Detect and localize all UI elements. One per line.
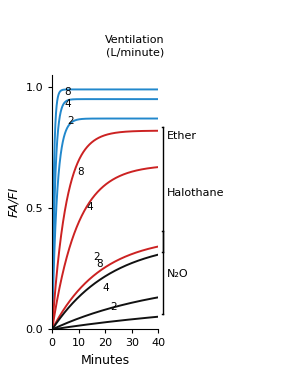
Text: 2: 2: [67, 116, 73, 126]
Text: N₂O: N₂O: [167, 269, 188, 279]
Text: 4: 4: [87, 202, 93, 212]
Y-axis label: FA/FI: FA/FI: [7, 187, 20, 217]
Text: 2: 2: [93, 252, 100, 263]
Text: 2: 2: [111, 302, 117, 312]
Text: 4: 4: [103, 283, 109, 293]
X-axis label: Minutes: Minutes: [81, 354, 130, 367]
Text: Ether: Ether: [167, 131, 197, 141]
Text: 8: 8: [64, 87, 71, 97]
Text: 4: 4: [65, 99, 72, 109]
Text: Ventilation
(L/minute): Ventilation (L/minute): [105, 36, 165, 57]
Text: Halothane: Halothane: [167, 188, 224, 198]
Text: 8: 8: [96, 259, 103, 269]
Text: 8: 8: [77, 167, 84, 177]
